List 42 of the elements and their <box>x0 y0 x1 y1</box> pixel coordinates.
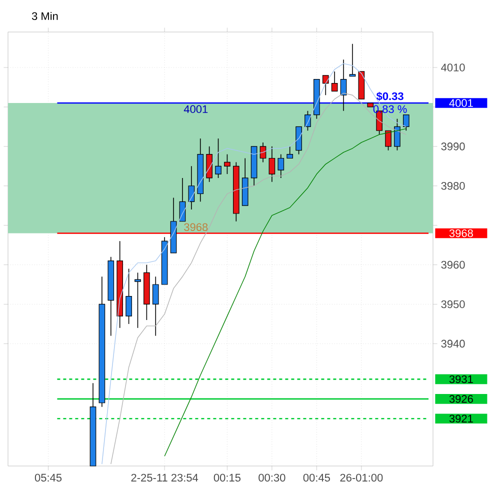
candlestick <box>304 110 311 132</box>
x-tick-label: 05:45 <box>34 474 62 482</box>
annotation: 0.83 % <box>373 105 407 114</box>
chart-title: 3 Min <box>32 12 58 20</box>
candlestick <box>126 268 132 324</box>
ref-line-label: 3921 <box>449 414 473 423</box>
candlestick <box>385 130 392 151</box>
candlestick <box>206 146 212 182</box>
ref-line-label: 3931 <box>449 375 473 384</box>
candlestick <box>215 138 222 178</box>
ref-line-label: 3926 <box>449 395 473 403</box>
ref-line-label: 3968 <box>449 229 473 238</box>
y-tick-label: 3960 <box>441 260 465 269</box>
candlestick <box>296 126 302 155</box>
x-tick-label: 00:45 <box>303 474 330 482</box>
y-tick-label: 3940 <box>441 340 465 348</box>
candlestick <box>134 272 141 328</box>
annotation: 3968 <box>184 223 208 232</box>
candlestick <box>286 146 294 159</box>
candlestick <box>349 43 356 77</box>
candlestick <box>152 276 159 336</box>
y-tick-label: 3950 <box>441 300 465 308</box>
x-tick-label: 00:30 <box>258 474 286 482</box>
candlestick <box>188 166 195 210</box>
candlestick <box>322 75 329 96</box>
y-tick-label: 3980 <box>441 182 465 190</box>
candlestick <box>402 114 410 132</box>
candlestick <box>340 59 347 112</box>
y-tick-label: 4010 <box>441 64 465 72</box>
x-tick-label: 00:15 <box>214 474 240 482</box>
candlestick <box>260 142 266 163</box>
candlestick <box>278 154 284 178</box>
candlestick <box>331 71 338 92</box>
x-tick-label: 2-25-11 23:54 <box>131 474 198 482</box>
ref-line-label: 4001 <box>449 99 473 107</box>
candlestick <box>394 118 400 151</box>
y-tick-label: 3990 <box>441 142 465 150</box>
candlestick <box>224 154 230 174</box>
annotation: 4001 <box>184 105 208 114</box>
x-tick-label: 26-01:00 <box>340 474 383 482</box>
annotation: $0.33 <box>376 92 404 101</box>
candlestick <box>268 146 276 182</box>
